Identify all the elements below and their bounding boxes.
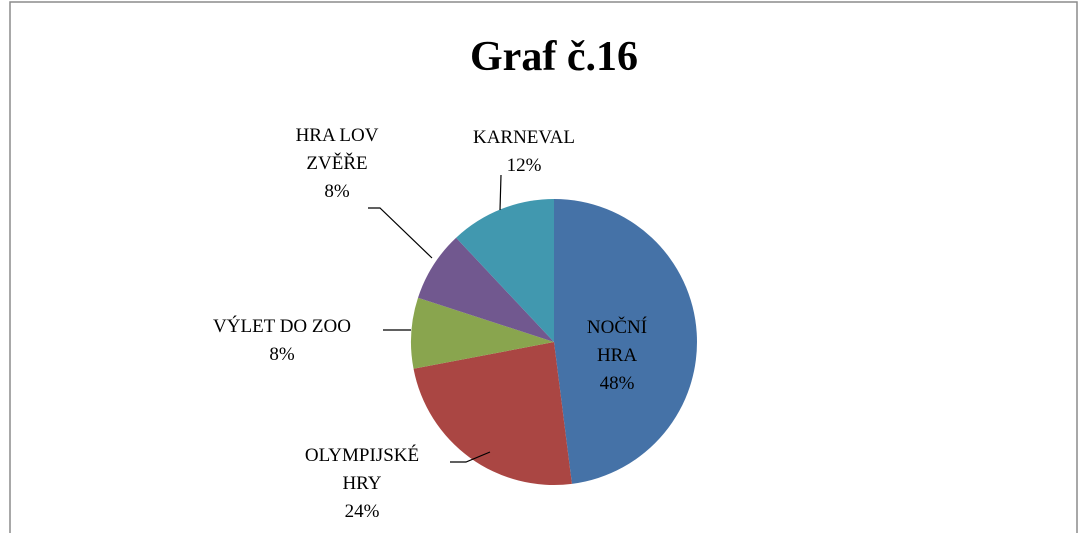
leader-line	[368, 207, 433, 259]
data-label: HRA LOV ZVĚŘE 8%	[282, 122, 392, 206]
pie-slice	[554, 199, 697, 484]
pie-slice	[411, 297, 554, 369]
value-label: 8%	[324, 181, 350, 202]
pie-slice	[413, 342, 572, 486]
value-label: 48%	[599, 373, 635, 394]
value-label: 12%	[506, 155, 542, 176]
category-label: HRA LOV ZVĚŘE	[295, 125, 379, 174]
pie-slice	[417, 237, 554, 342]
data-label: NOČNÍ HRA 48%	[577, 314, 657, 398]
category-label: KARNEVAL	[472, 127, 576, 148]
chart-border	[9, 1, 1078, 533]
category-label: NOČNÍ HRA	[586, 317, 648, 366]
category-label: OLYMPIJSKÉ HRY	[304, 445, 420, 494]
data-label: KARNEVAL 12%	[454, 124, 594, 180]
pie-slice	[456, 199, 554, 342]
category-label: VÝLET DO ZOO	[213, 316, 351, 337]
data-label: VÝLET DO ZOO 8%	[182, 313, 382, 369]
value-label: 24%	[344, 501, 380, 522]
leader-line	[499, 174, 502, 211]
chart-title: Graf č.16	[470, 34, 638, 80]
value-label: 8%	[269, 344, 295, 365]
leader-line	[450, 451, 491, 463]
data-label: OLYMPIJSKÉ HRY 24%	[297, 442, 427, 526]
